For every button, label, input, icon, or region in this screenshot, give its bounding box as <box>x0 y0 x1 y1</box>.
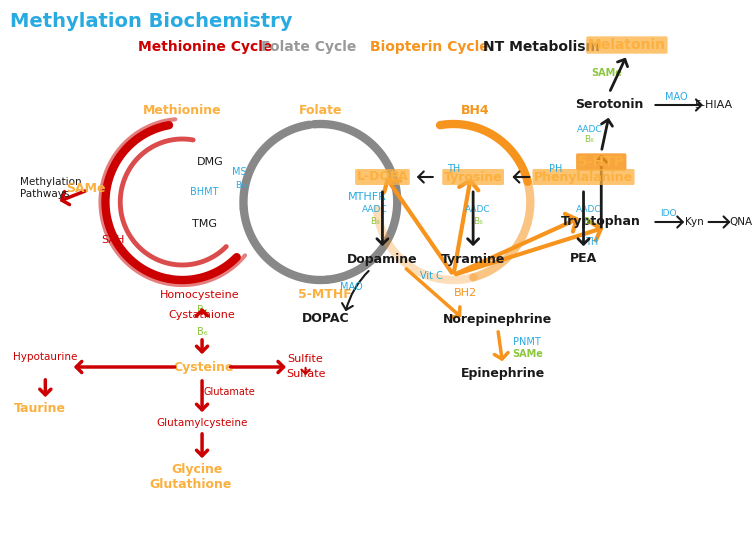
Text: Cysteine: Cysteine <box>174 360 234 374</box>
Text: MS: MS <box>232 167 247 177</box>
Text: 5-MTHF: 5-MTHF <box>298 288 352 301</box>
Text: B₆: B₆ <box>584 135 594 144</box>
Text: IDO: IDO <box>660 209 676 219</box>
Text: AADC: AADC <box>577 125 602 134</box>
Text: Folate: Folate <box>299 105 342 118</box>
Text: Methylation Biochemistry: Methylation Biochemistry <box>10 12 292 31</box>
Text: Sulfate: Sulfate <box>286 369 325 379</box>
Text: NT Metabolism: NT Metabolism <box>483 40 600 54</box>
Text: BH2: BH2 <box>453 288 477 298</box>
Text: SAH: SAH <box>102 235 125 245</box>
Text: TMG: TMG <box>191 219 217 229</box>
Text: MAO: MAO <box>340 282 362 292</box>
Text: Kyn: Kyn <box>684 217 703 227</box>
Text: Taurine: Taurine <box>14 402 66 415</box>
Text: Methionine Cycle: Methionine Cycle <box>138 40 273 54</box>
Text: MAO: MAO <box>665 92 687 102</box>
Text: Phenylalanine: Phenylalanine <box>534 171 633 184</box>
Text: Dopamine: Dopamine <box>347 252 418 265</box>
Text: Homocysteine: Homocysteine <box>160 290 240 300</box>
Text: Biopterin Cycle: Biopterin Cycle <box>370 40 489 54</box>
Text: Norepinephrine: Norepinephrine <box>443 313 553 325</box>
Text: Serotonin: Serotonin <box>575 98 643 112</box>
Text: PH: PH <box>549 164 562 174</box>
Text: SAMe: SAMe <box>512 349 543 359</box>
Text: Tyramine: Tyramine <box>441 252 505 265</box>
Text: B₆: B₆ <box>584 216 593 226</box>
Text: AADC: AADC <box>361 206 387 214</box>
Text: Tryptophan: Tryptophan <box>561 215 642 229</box>
Text: Methylation: Methylation <box>20 177 81 187</box>
Text: 5-HIAA: 5-HIAA <box>694 100 733 110</box>
Text: PEA: PEA <box>570 252 597 265</box>
Text: B₆: B₆ <box>473 216 483 226</box>
Text: Pathways: Pathways <box>20 189 69 199</box>
Text: L-DOPA: L-DOPA <box>357 171 408 184</box>
Text: Glycine: Glycine <box>172 463 223 476</box>
Text: SAMe: SAMe <box>592 68 623 78</box>
Text: TH: TH <box>447 164 460 174</box>
Text: B₆: B₆ <box>370 216 380 226</box>
Text: SAMe: SAMe <box>66 182 105 194</box>
Text: B₁₂: B₁₂ <box>235 180 248 190</box>
Text: Epinephrine: Epinephrine <box>461 367 545 381</box>
Text: Cystathione: Cystathione <box>169 310 236 320</box>
Text: Glutathione: Glutathione <box>149 478 231 491</box>
Text: DMG: DMG <box>197 157 224 167</box>
Text: Sulfite: Sulfite <box>288 354 324 364</box>
Text: Glutamate: Glutamate <box>204 387 255 397</box>
Text: Methionine: Methionine <box>143 105 221 118</box>
Text: 5-HTP: 5-HTP <box>578 155 625 169</box>
Text: B₆: B₆ <box>197 305 207 315</box>
Text: AADC: AADC <box>465 206 491 214</box>
Text: Folate Cycle: Folate Cycle <box>261 40 357 54</box>
Text: Vit C: Vit C <box>420 271 444 281</box>
Text: QNA: QNA <box>730 217 753 227</box>
Text: TH: TH <box>585 237 598 247</box>
Text: AADC: AADC <box>575 206 601 214</box>
Text: Tyrosine: Tyrosine <box>444 171 502 184</box>
Text: BH4: BH4 <box>461 105 489 118</box>
Text: MTHFR: MTHFR <box>348 192 387 202</box>
Text: BHMT: BHMT <box>190 187 218 197</box>
Text: B₆: B₆ <box>197 327 207 337</box>
Text: DOPAC: DOPAC <box>301 313 349 325</box>
Text: Hypotaurine: Hypotaurine <box>13 352 78 362</box>
Text: Glutamylcysteine: Glutamylcysteine <box>157 418 248 428</box>
Text: PNMT: PNMT <box>514 337 541 347</box>
Text: Melatonin: Melatonin <box>588 38 666 52</box>
